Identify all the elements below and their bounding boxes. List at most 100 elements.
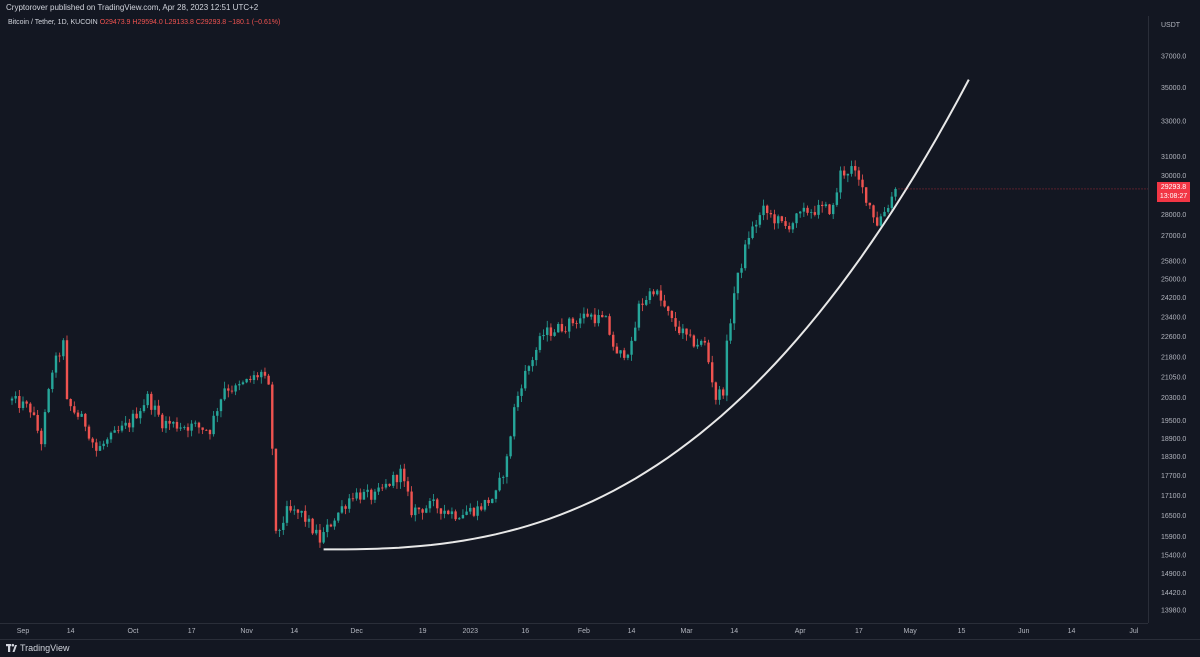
candle-body [842, 170, 846, 176]
candle-body [131, 413, 135, 428]
candle-body [223, 388, 226, 400]
y-tick-label: 25000.0 [1161, 277, 1186, 284]
last-price-value: 29293.8 [1160, 184, 1187, 191]
candle-body [377, 487, 380, 492]
candle-body [623, 350, 626, 358]
candle-body [58, 355, 61, 357]
candle-body [755, 224, 758, 227]
candle-body [615, 346, 619, 354]
tradingview-brand[interactable]: TradingView [20, 643, 70, 653]
candle-body [472, 507, 476, 516]
candle-body [773, 214, 776, 224]
candle-body [700, 340, 703, 345]
candle-body [337, 512, 340, 521]
candle-body [564, 331, 567, 333]
candle-body [43, 412, 47, 445]
price-axis [1148, 16, 1200, 623]
candle-body [707, 342, 710, 363]
candle-body [711, 362, 714, 383]
candle-body [722, 389, 725, 396]
candle-body [447, 510, 450, 515]
publish-header: Cryptorover published on TradingView.com… [0, 0, 1200, 16]
y-tick-label: 31000.0 [1161, 154, 1186, 161]
y-tick-label: 20300.0 [1161, 395, 1186, 402]
candle-body [315, 529, 318, 534]
candle-body [480, 506, 483, 510]
candle-body [549, 327, 553, 336]
candle-body [645, 300, 648, 305]
candle-body [674, 318, 677, 327]
candle-body [157, 405, 160, 415]
candle-body [51, 372, 54, 390]
candle-body [835, 192, 839, 205]
x-tick-label: Jul [1129, 628, 1138, 635]
candle-body [601, 315, 604, 318]
candle-body [289, 506, 292, 511]
candle-body [84, 413, 87, 427]
candle-body [102, 443, 105, 447]
candle-body [392, 474, 395, 486]
candle-body [304, 510, 307, 522]
candle-body [791, 223, 795, 230]
candle-body [798, 211, 802, 214]
candle-body [348, 498, 351, 509]
candle-body [502, 476, 505, 478]
candle-body [249, 378, 252, 381]
candle-body [586, 313, 589, 317]
candle-body [820, 204, 824, 207]
candle-body [824, 204, 828, 207]
candle-body [164, 420, 168, 429]
candle-body [648, 291, 652, 301]
candle-body [21, 401, 25, 409]
y-tick-label: 33000.0 [1161, 119, 1186, 126]
candle-body [36, 414, 39, 431]
candle-body [29, 403, 32, 413]
candle-body [153, 405, 157, 410]
candle-body [886, 208, 890, 212]
candle-body [802, 207, 806, 212]
candle-body [186, 427, 190, 431]
candle-body [692, 335, 696, 347]
candle-body [282, 522, 285, 530]
y-tick-label: 25800.0 [1161, 259, 1186, 266]
candle-body [65, 340, 69, 400]
candle-body [278, 529, 281, 531]
candle-body [241, 382, 245, 385]
candle-body [861, 179, 864, 188]
candle-body [271, 384, 274, 449]
candle-body [443, 510, 446, 514]
x-tick-label: Apr [795, 628, 807, 635]
candle-body [395, 474, 399, 483]
y-tick-label: 17100.0 [1161, 493, 1186, 500]
candle-body [740, 268, 743, 273]
candle-body [883, 211, 886, 217]
candle-body [366, 489, 369, 492]
candle-body [765, 205, 769, 214]
x-tick-label: 16 [521, 628, 529, 635]
candle-body [809, 212, 813, 213]
candle-body [703, 340, 707, 343]
y-tick-label: 14420.0 [1161, 590, 1186, 597]
candle-body [579, 318, 582, 324]
x-tick-label: Dec [350, 628, 363, 635]
candle-body [124, 422, 127, 426]
candle-body [747, 237, 751, 245]
candle-body [571, 318, 575, 324]
candle-body [10, 398, 14, 401]
x-tick-label: 2023 [462, 628, 478, 635]
candle-body [256, 375, 259, 378]
candle-body [95, 442, 98, 451]
parabolic-support-curve[interactable] [323, 79, 970, 551]
y-tick-label: 14900.0 [1161, 571, 1186, 578]
y-tick-label: 30000.0 [1161, 173, 1186, 180]
candle-body [729, 323, 732, 341]
candle-body [172, 421, 175, 424]
candle-body [252, 375, 256, 381]
candle-body [505, 456, 509, 477]
x-tick-label: Mar [681, 628, 694, 635]
candle-body [40, 430, 43, 445]
candle-body [428, 500, 432, 509]
candle-body [109, 432, 113, 440]
candle-body [47, 389, 50, 413]
